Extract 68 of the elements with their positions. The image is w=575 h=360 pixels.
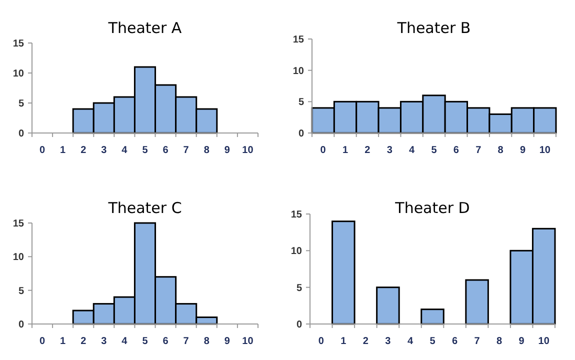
y-tick-label: 10 xyxy=(290,246,302,258)
x-tick-label: 5 xyxy=(142,145,148,156)
x-tick-label: 6 xyxy=(162,145,169,156)
x-tick-label: 1 xyxy=(60,336,66,347)
x-tick-label: 1 xyxy=(60,145,66,156)
x-tick-label: 4 xyxy=(122,336,128,347)
y-tick-label: 5 xyxy=(298,97,304,108)
y-tick-label: 15 xyxy=(290,210,302,220)
chart-title: Theater A xyxy=(107,19,182,37)
x-tick-label: 2 xyxy=(80,145,87,156)
x-tick-label: 2 xyxy=(80,336,87,347)
x-tick-label: 9 xyxy=(224,336,230,347)
x-tick-label: 4 xyxy=(409,145,416,156)
chart-title: Theater D xyxy=(394,199,470,217)
x-tick-label: 7 xyxy=(476,145,482,156)
x-tick-label: 6 xyxy=(452,336,458,347)
x-tick-label: 3 xyxy=(101,145,108,156)
x-tick-label: 5 xyxy=(430,336,436,347)
y-tick-label: 5 xyxy=(296,282,302,294)
x-tick-label: 8 xyxy=(496,336,503,347)
y-tick-label: 10 xyxy=(292,66,304,77)
y-tick-label: 15 xyxy=(292,34,304,46)
x-tick-label: 10 xyxy=(539,145,551,156)
x-tick-label: 3 xyxy=(101,336,108,347)
x-tick-label: 9 xyxy=(520,145,526,156)
bar xyxy=(465,279,489,325)
x-tick-label: 2 xyxy=(364,145,371,156)
x-tick-label: 1 xyxy=(340,336,347,347)
x-tick-label: 2 xyxy=(362,336,369,347)
x-tick-label: 8 xyxy=(204,336,210,347)
x-tick-label: 5 xyxy=(142,336,148,347)
y-tick-label: 10 xyxy=(12,252,24,264)
y-tick-label: 0 xyxy=(298,128,304,140)
y-tick-label: 15 xyxy=(12,218,24,230)
x-tick-label: 6 xyxy=(453,145,460,156)
y-tick-label: 0 xyxy=(18,128,24,140)
x-tick-label: 0 xyxy=(39,336,46,347)
x-tick-label: 9 xyxy=(518,336,525,347)
x-tick-label: 3 xyxy=(385,336,392,347)
x-tick-label: 8 xyxy=(204,145,210,156)
x-tick-label: 8 xyxy=(498,145,504,156)
x-tick-label: 4 xyxy=(122,145,128,156)
x-tick-label: 7 xyxy=(183,145,190,156)
bar xyxy=(332,220,356,325)
x-tick-label: 1 xyxy=(342,145,348,156)
x-tick-label: 6 xyxy=(162,336,169,347)
x-tick-label: 3 xyxy=(386,145,393,156)
y-tick-label: 10 xyxy=(12,68,24,80)
chart-title: Theater B xyxy=(396,19,471,37)
x-tick-label: 7 xyxy=(183,336,190,347)
bar xyxy=(420,308,444,325)
x-tick-label: 7 xyxy=(474,336,480,347)
bar xyxy=(376,286,400,325)
y-tick-label: 5 xyxy=(18,98,24,110)
x-tick-label: 10 xyxy=(538,336,550,347)
chart-title: Theater C xyxy=(107,199,182,217)
x-tick-label: 9 xyxy=(224,145,230,156)
y-tick-label: 5 xyxy=(18,286,24,297)
x-tick-label: 0 xyxy=(39,145,46,156)
y-tick-label: 15 xyxy=(12,38,24,50)
x-tick-label: 4 xyxy=(407,336,414,347)
y-tick-label: 0 xyxy=(296,320,302,330)
y-tick-label: 0 xyxy=(18,320,24,330)
x-tick-label: 0 xyxy=(320,145,326,156)
x-tick-label: 10 xyxy=(242,336,254,347)
x-tick-label: 5 xyxy=(431,145,438,156)
x-tick-label: 0 xyxy=(318,336,324,347)
x-tick-label: 10 xyxy=(242,145,254,156)
